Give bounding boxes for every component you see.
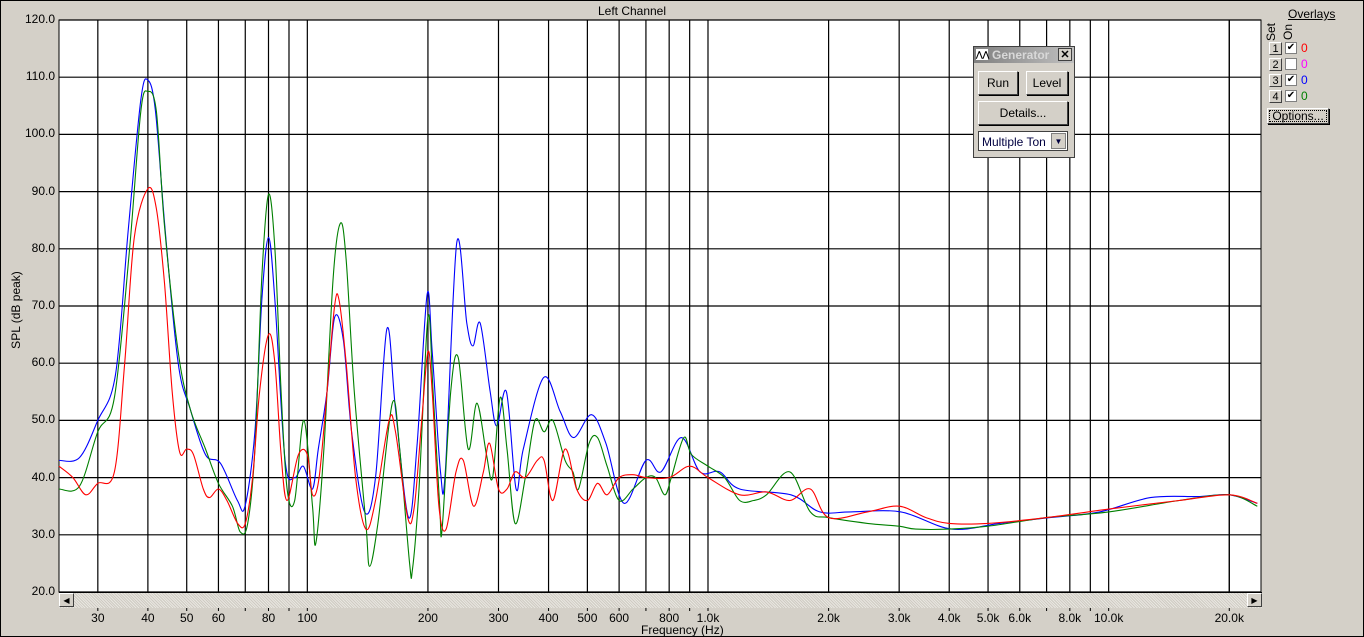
x-tick-label: 6.0k	[1008, 611, 1032, 625]
y-tick-label: 110.0	[25, 69, 55, 84]
chevron-down-icon[interactable]: ▼	[1051, 133, 1066, 149]
x-tick-label: 200	[417, 611, 438, 625]
level-button[interactable]: Level	[1026, 71, 1068, 95]
x-tick-label: 30	[91, 611, 105, 625]
series-line-1	[58, 78, 1258, 531]
generator-titlebar[interactable]: ⋀⋀ Generator ✕	[974, 47, 1074, 63]
x-tick-label: 40	[141, 611, 155, 625]
x-tick-label: 20.0k	[1214, 611, 1244, 625]
options-button[interactable]: Options...	[1267, 108, 1329, 124]
x-tick-label: 8.0k	[1058, 611, 1082, 625]
y-tick-label: 70.0	[31, 298, 55, 312]
x-tick-label: 10.0k	[1093, 611, 1124, 625]
x-tick-label: 300	[488, 611, 509, 625]
overlay-value-1: 0	[1301, 41, 1308, 55]
horizontal-scrollbar[interactable]: ◀ ▶	[59, 592, 1262, 608]
overlay-value-4: 0	[1301, 89, 1308, 103]
x-tick-label: 400	[538, 611, 559, 625]
y-tick-label: 120.0	[24, 12, 55, 26]
x-tick-label: 500	[577, 611, 598, 625]
generator-title: Generator	[992, 48, 1050, 62]
scroll-left-button[interactable]: ◀	[59, 593, 74, 607]
details-button[interactable]: Details...	[978, 101, 1068, 125]
y-tick-label: 40.0	[31, 469, 55, 484]
overlay-set-button-3[interactable]: 3	[1269, 74, 1282, 87]
scroll-right-button[interactable]: ▶	[1247, 593, 1262, 607]
x-tick-label: 4.0k	[937, 611, 961, 625]
x-tick-label: 100	[297, 611, 318, 625]
y-tick-label: 20.0	[31, 584, 55, 598]
x-axis-title: Frequency (Hz)	[641, 623, 724, 637]
y-axis-title: SPL (dB peak)	[9, 271, 23, 349]
series-line-3	[58, 187, 1258, 532]
y-tick-label: 60.0	[31, 355, 55, 370]
run-button[interactable]: Run	[978, 71, 1018, 95]
x-tick-label: 2.0k	[817, 611, 840, 625]
on-header: On	[1281, 23, 1296, 41]
overlay-set-button-1[interactable]: 1	[1269, 42, 1282, 55]
overlay-value-3: 0	[1301, 73, 1308, 87]
x-tick-label: 50	[180, 611, 194, 625]
x-tick-label: 800	[659, 611, 680, 625]
mode-value: Multiple Ton	[982, 135, 1046, 149]
set-header: Set	[1264, 22, 1279, 42]
overlay-value-2: 0	[1301, 57, 1308, 71]
overlay-set-button-4[interactable]: 4	[1269, 90, 1282, 103]
x-tick-label: 1.0k	[696, 611, 720, 625]
overlay-set-button-2[interactable]: 2	[1269, 58, 1282, 71]
y-tick-label: 30.0	[31, 526, 55, 541]
generator-icon: ⋀⋀	[976, 49, 990, 60]
overlays-title: Overlays	[1288, 7, 1336, 21]
overlay-on-checkbox-3[interactable]: ✔	[1285, 74, 1297, 86]
y-tick-label: 50.0	[31, 412, 55, 427]
overlay-on-checkbox-1[interactable]: ✔	[1285, 42, 1297, 54]
series-line-2	[58, 90, 1258, 579]
x-tick-label: 5.0k	[976, 611, 1000, 625]
y-tick-label: 90.0	[31, 183, 55, 198]
mode-select[interactable]: Multiple Ton ▼	[978, 131, 1068, 151]
overlays-panel: Overlays Set On 1 ✔ 0 2 0 3 ✔ 0 4 ✔ 0 Options...	[1264, 1, 1363, 131]
generator-panel: ⋀⋀ Generator ✕ Run Level Details... Mult…	[973, 46, 1075, 158]
overlay-on-checkbox-2[interactable]	[1285, 58, 1297, 70]
x-tick-label: 600	[609, 611, 630, 625]
close-icon[interactable]: ✕	[1058, 48, 1072, 61]
y-tick-label: 80.0	[31, 240, 55, 255]
y-tick-label: 100.0	[24, 126, 55, 141]
chart-title: Left Channel	[597, 4, 667, 18]
x-tick-label: 80	[261, 611, 276, 625]
x-tick-label: 3.0k	[887, 611, 911, 625]
overlay-on-checkbox-4[interactable]: ✔	[1285, 90, 1297, 102]
x-tick-label: 60	[211, 611, 226, 625]
